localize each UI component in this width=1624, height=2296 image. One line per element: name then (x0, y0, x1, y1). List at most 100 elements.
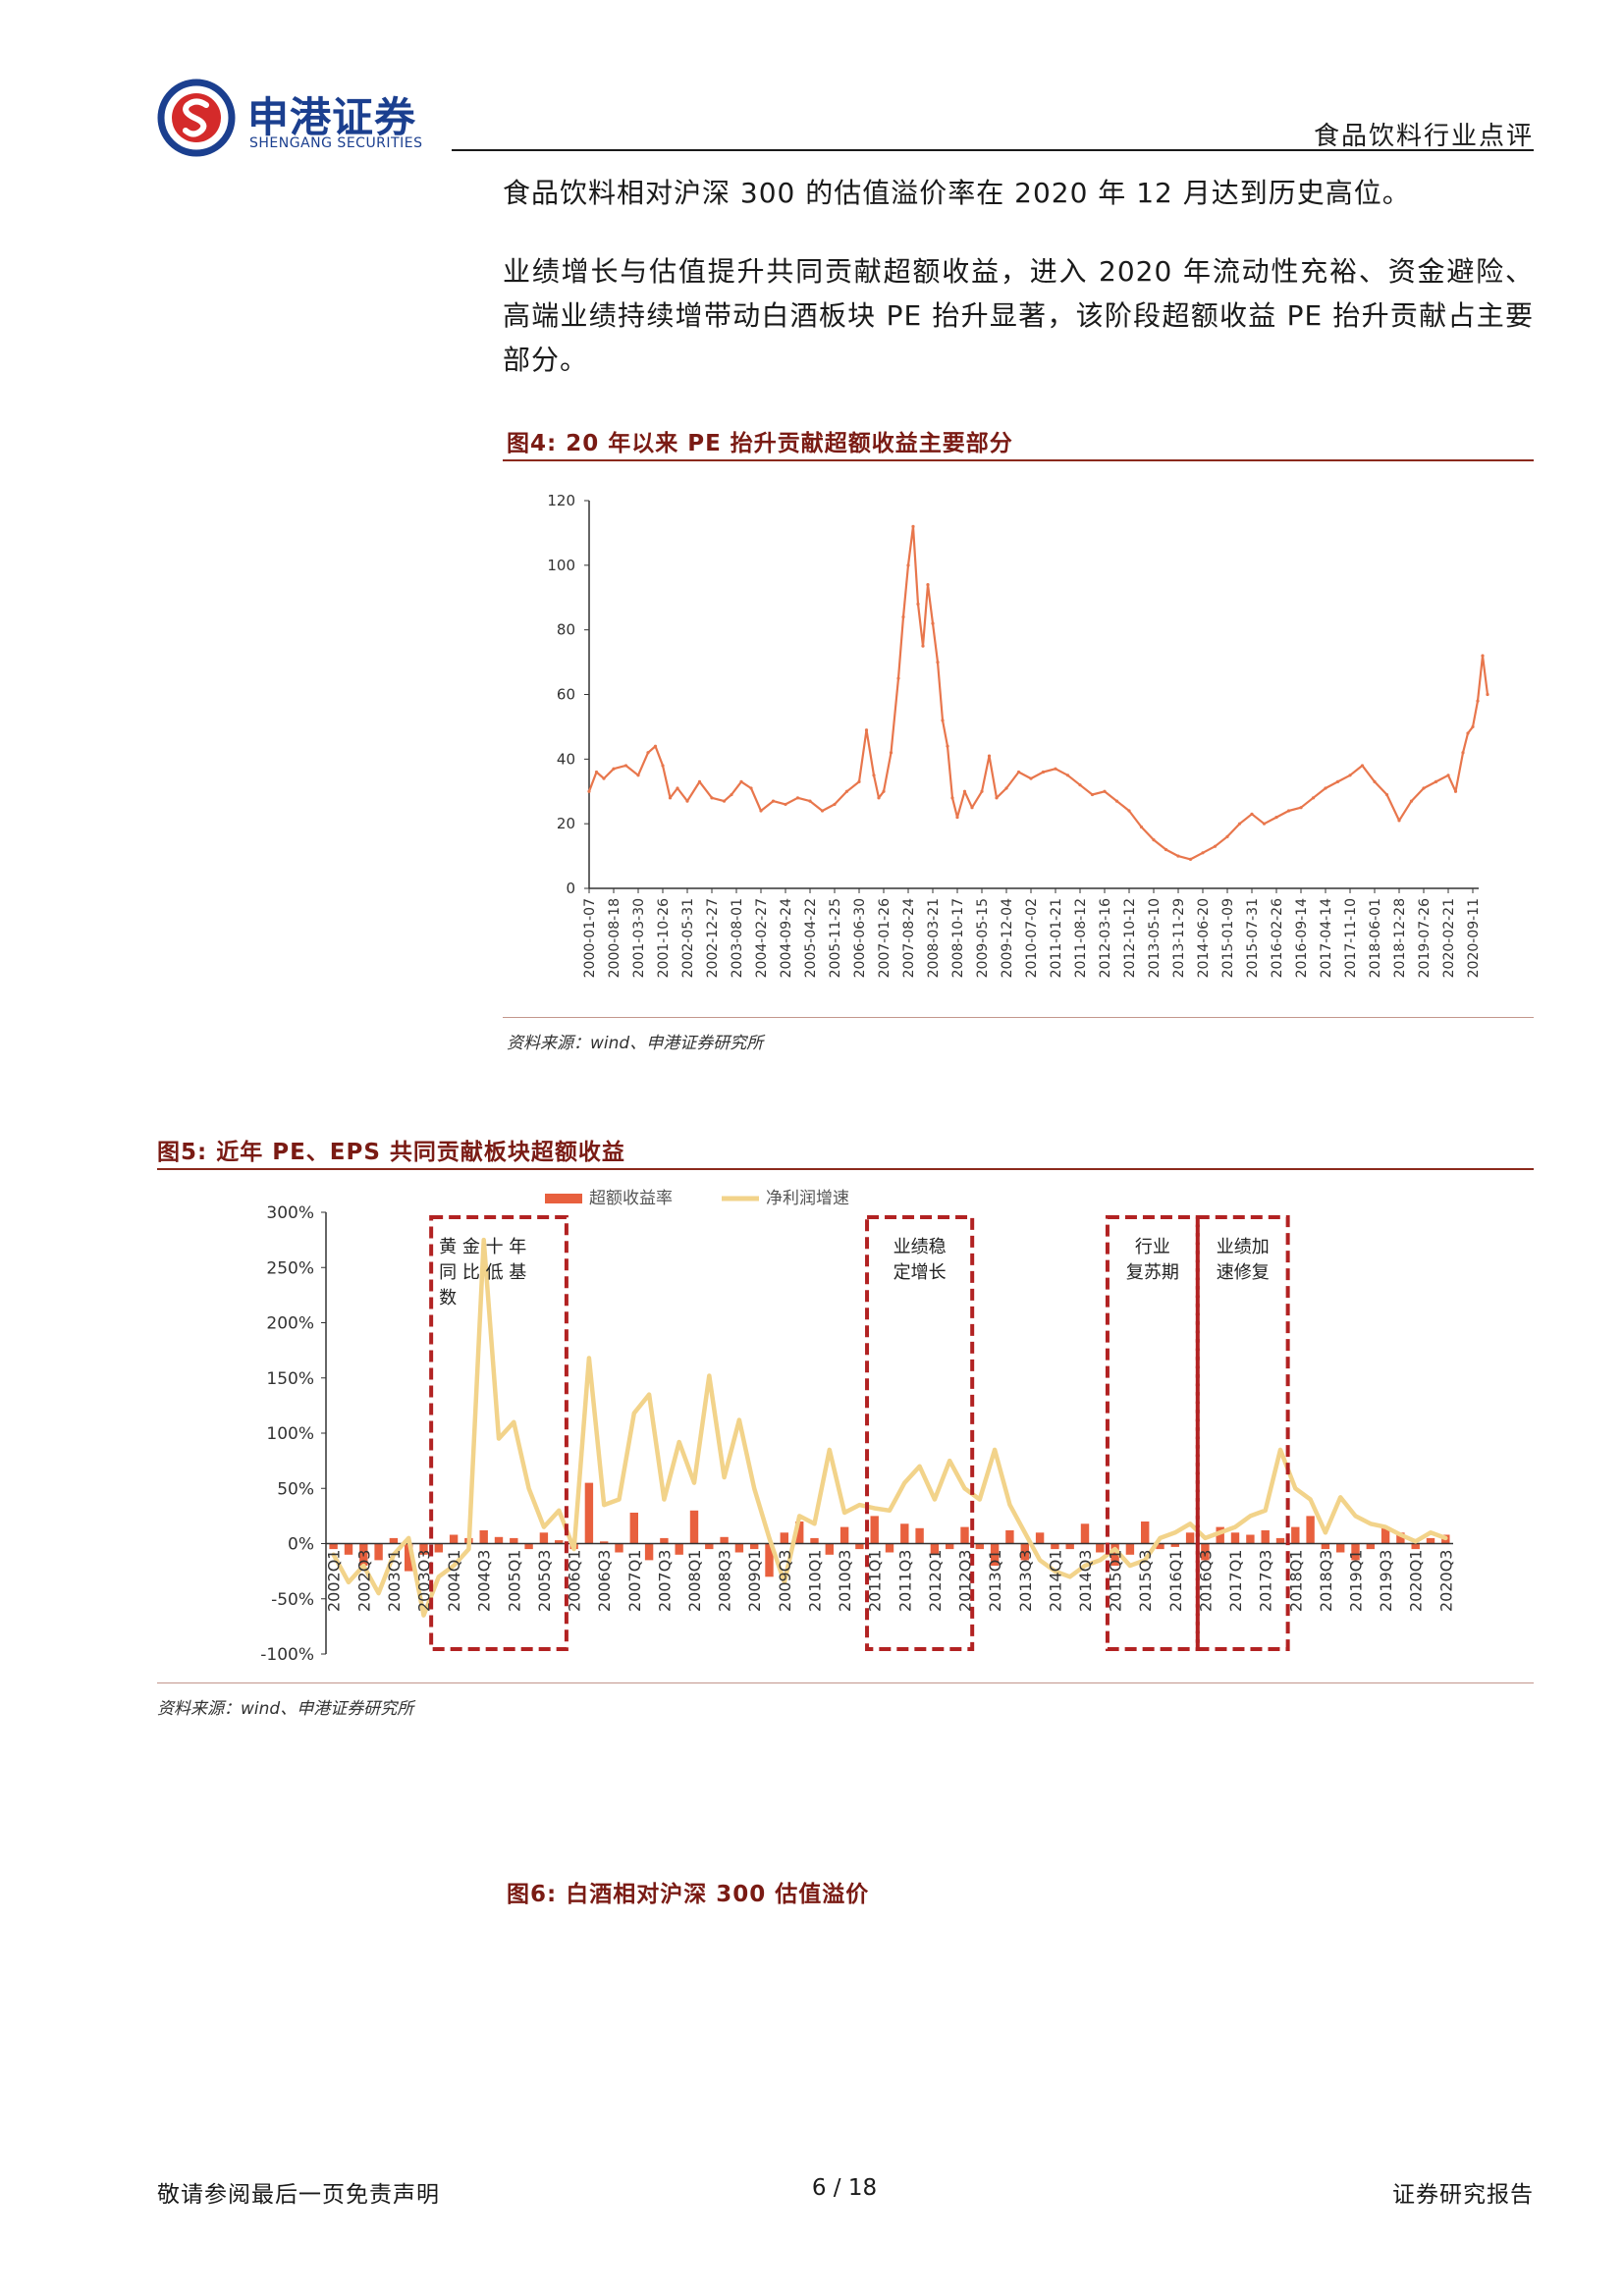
x-tick-label: 2012-10-12 (1122, 898, 1138, 978)
profit-growth-point (347, 1580, 351, 1584)
x-tick-label: 2016-09-14 (1294, 898, 1310, 978)
pe-data-point (1360, 764, 1365, 768)
x-tick-label: 2007Q3 (655, 1550, 674, 1613)
pe-data-point (1016, 770, 1021, 774)
excess-return-bar (1321, 1543, 1330, 1550)
excess-return-bar (629, 1513, 638, 1544)
figure-5-top-rule (157, 1168, 1534, 1170)
pe-data-point (1335, 779, 1340, 783)
excess-return-bar (329, 1543, 338, 1550)
excess-return-bar (675, 1543, 683, 1555)
pe-data-point (1176, 854, 1180, 858)
excess-return-bar (1110, 1543, 1119, 1566)
profit-growth-point (1203, 1536, 1207, 1540)
profit-growth-point (617, 1498, 621, 1501)
annotation-box (1105, 1215, 1200, 1651)
x-tick-label: 2003Q1 (385, 1550, 404, 1613)
pe-data-point (820, 809, 825, 813)
pe-data-point (921, 644, 925, 648)
x-tick-label: 2017-04-14 (1319, 898, 1334, 978)
excess-return-bar (1230, 1532, 1240, 1544)
profit-growth-point (978, 1498, 982, 1501)
pe-data-point (722, 799, 727, 803)
profit-growth-point (332, 1553, 336, 1557)
profit-growth-point (662, 1498, 666, 1501)
header-divider (452, 149, 1534, 151)
pe-data-point (594, 770, 599, 774)
pe-data-point (1250, 812, 1254, 816)
pe-data-point (1090, 792, 1095, 797)
company-logo: 申港证券 SHENGANG SECURITIES (157, 79, 442, 157)
x-tick-label: 2004Q1 (445, 1550, 463, 1613)
pe-data-point (889, 751, 893, 755)
pe-data-point (1324, 786, 1327, 790)
pe-data-point (808, 799, 812, 803)
profit-growth-point (1098, 1558, 1102, 1562)
x-tick-label: 2007Q1 (625, 1550, 644, 1613)
y-tick-label: 50% (277, 1479, 314, 1499)
pe-data-point (896, 676, 900, 680)
pe-series-line (587, 525, 1489, 861)
excess-return-bar (434, 1543, 443, 1553)
profit-growth-point (421, 1614, 425, 1618)
pe-data-point (962, 789, 967, 793)
annotation-label: 业绩加 (1217, 1237, 1270, 1257)
pe-data-point (771, 799, 776, 803)
profit-growth-point (783, 1580, 786, 1584)
x-tick-label: 2000-01-07 (582, 898, 598, 978)
x-tick-label: 2009Q1 (745, 1550, 764, 1613)
excess-return-bar (1005, 1530, 1014, 1544)
x-tick-label: 2010-07-02 (1024, 898, 1040, 978)
x-tick-label: 2001-03-30 (631, 898, 647, 978)
excess-return-bar (1426, 1537, 1435, 1544)
paragraph-excess-return: 业绩增长与估值提升共同贡献超额收益，进入 2020 年流动性充裕、资金避险、高端… (503, 255, 1534, 376)
pe-data-point (1348, 774, 1352, 777)
pe-data-point (1114, 799, 1119, 803)
excess-return-bar (539, 1532, 549, 1544)
x-tick-label: 2004Q3 (475, 1550, 494, 1613)
pe-data-point (844, 789, 849, 793)
excess-return-bar (990, 1543, 1000, 1566)
profit-growth-point (497, 1437, 501, 1441)
pe-data-point (653, 744, 658, 748)
profit-growth-point (857, 1503, 861, 1507)
pe-data-point (697, 779, 702, 783)
excess-return-bar (1051, 1543, 1059, 1550)
excess-return-bar (374, 1543, 383, 1561)
pe-data-point (685, 799, 689, 803)
x-tick-label: 2014Q1 (1046, 1550, 1064, 1613)
pe-data-point (995, 796, 999, 800)
x-tick-label: 2014Q3 (1076, 1550, 1095, 1613)
profit-growth-point (1188, 1522, 1192, 1525)
profit-growth-point (1218, 1530, 1222, 1534)
x-tick-label: 2006Q1 (566, 1550, 584, 1613)
excess-return-bar (975, 1543, 984, 1550)
x-tick-label: 2002Q1 (325, 1550, 344, 1613)
x-tick-label: 2015Q3 (1136, 1550, 1155, 1613)
pe-data-point (1481, 654, 1485, 658)
excess-return-bar (555, 1540, 564, 1544)
excess-return-bar (780, 1532, 788, 1544)
x-tick-label: 2020-09-11 (1466, 898, 1482, 978)
profit-growth-point (632, 1412, 636, 1415)
pe-data-point (1299, 806, 1303, 810)
excess-return-bar (1411, 1543, 1420, 1550)
excess-return-bar (689, 1510, 699, 1544)
profit-growth-point (737, 1418, 741, 1421)
excess-return-bar (1201, 1543, 1210, 1561)
pe-data-point (636, 774, 640, 777)
profit-growth-point (572, 1547, 576, 1551)
y-tick-label: 120 (547, 492, 575, 509)
excess-return-bar (359, 1543, 368, 1566)
excess-return-bar (449, 1534, 459, 1544)
pe-data-point (1274, 815, 1278, 820)
pe-data-point (646, 751, 650, 755)
pe-data-point (784, 802, 787, 807)
profit-growth-point (452, 1564, 456, 1568)
profit-growth-point (752, 1486, 756, 1490)
figure-6-title: 图6: 白酒相对沪深 300 估值溢价 (507, 1882, 870, 1907)
excess-return-bar (839, 1526, 849, 1544)
excess-return-bar (1156, 1543, 1164, 1550)
x-tick-label: 2008-10-17 (950, 898, 966, 978)
pe-data-point (864, 728, 869, 732)
